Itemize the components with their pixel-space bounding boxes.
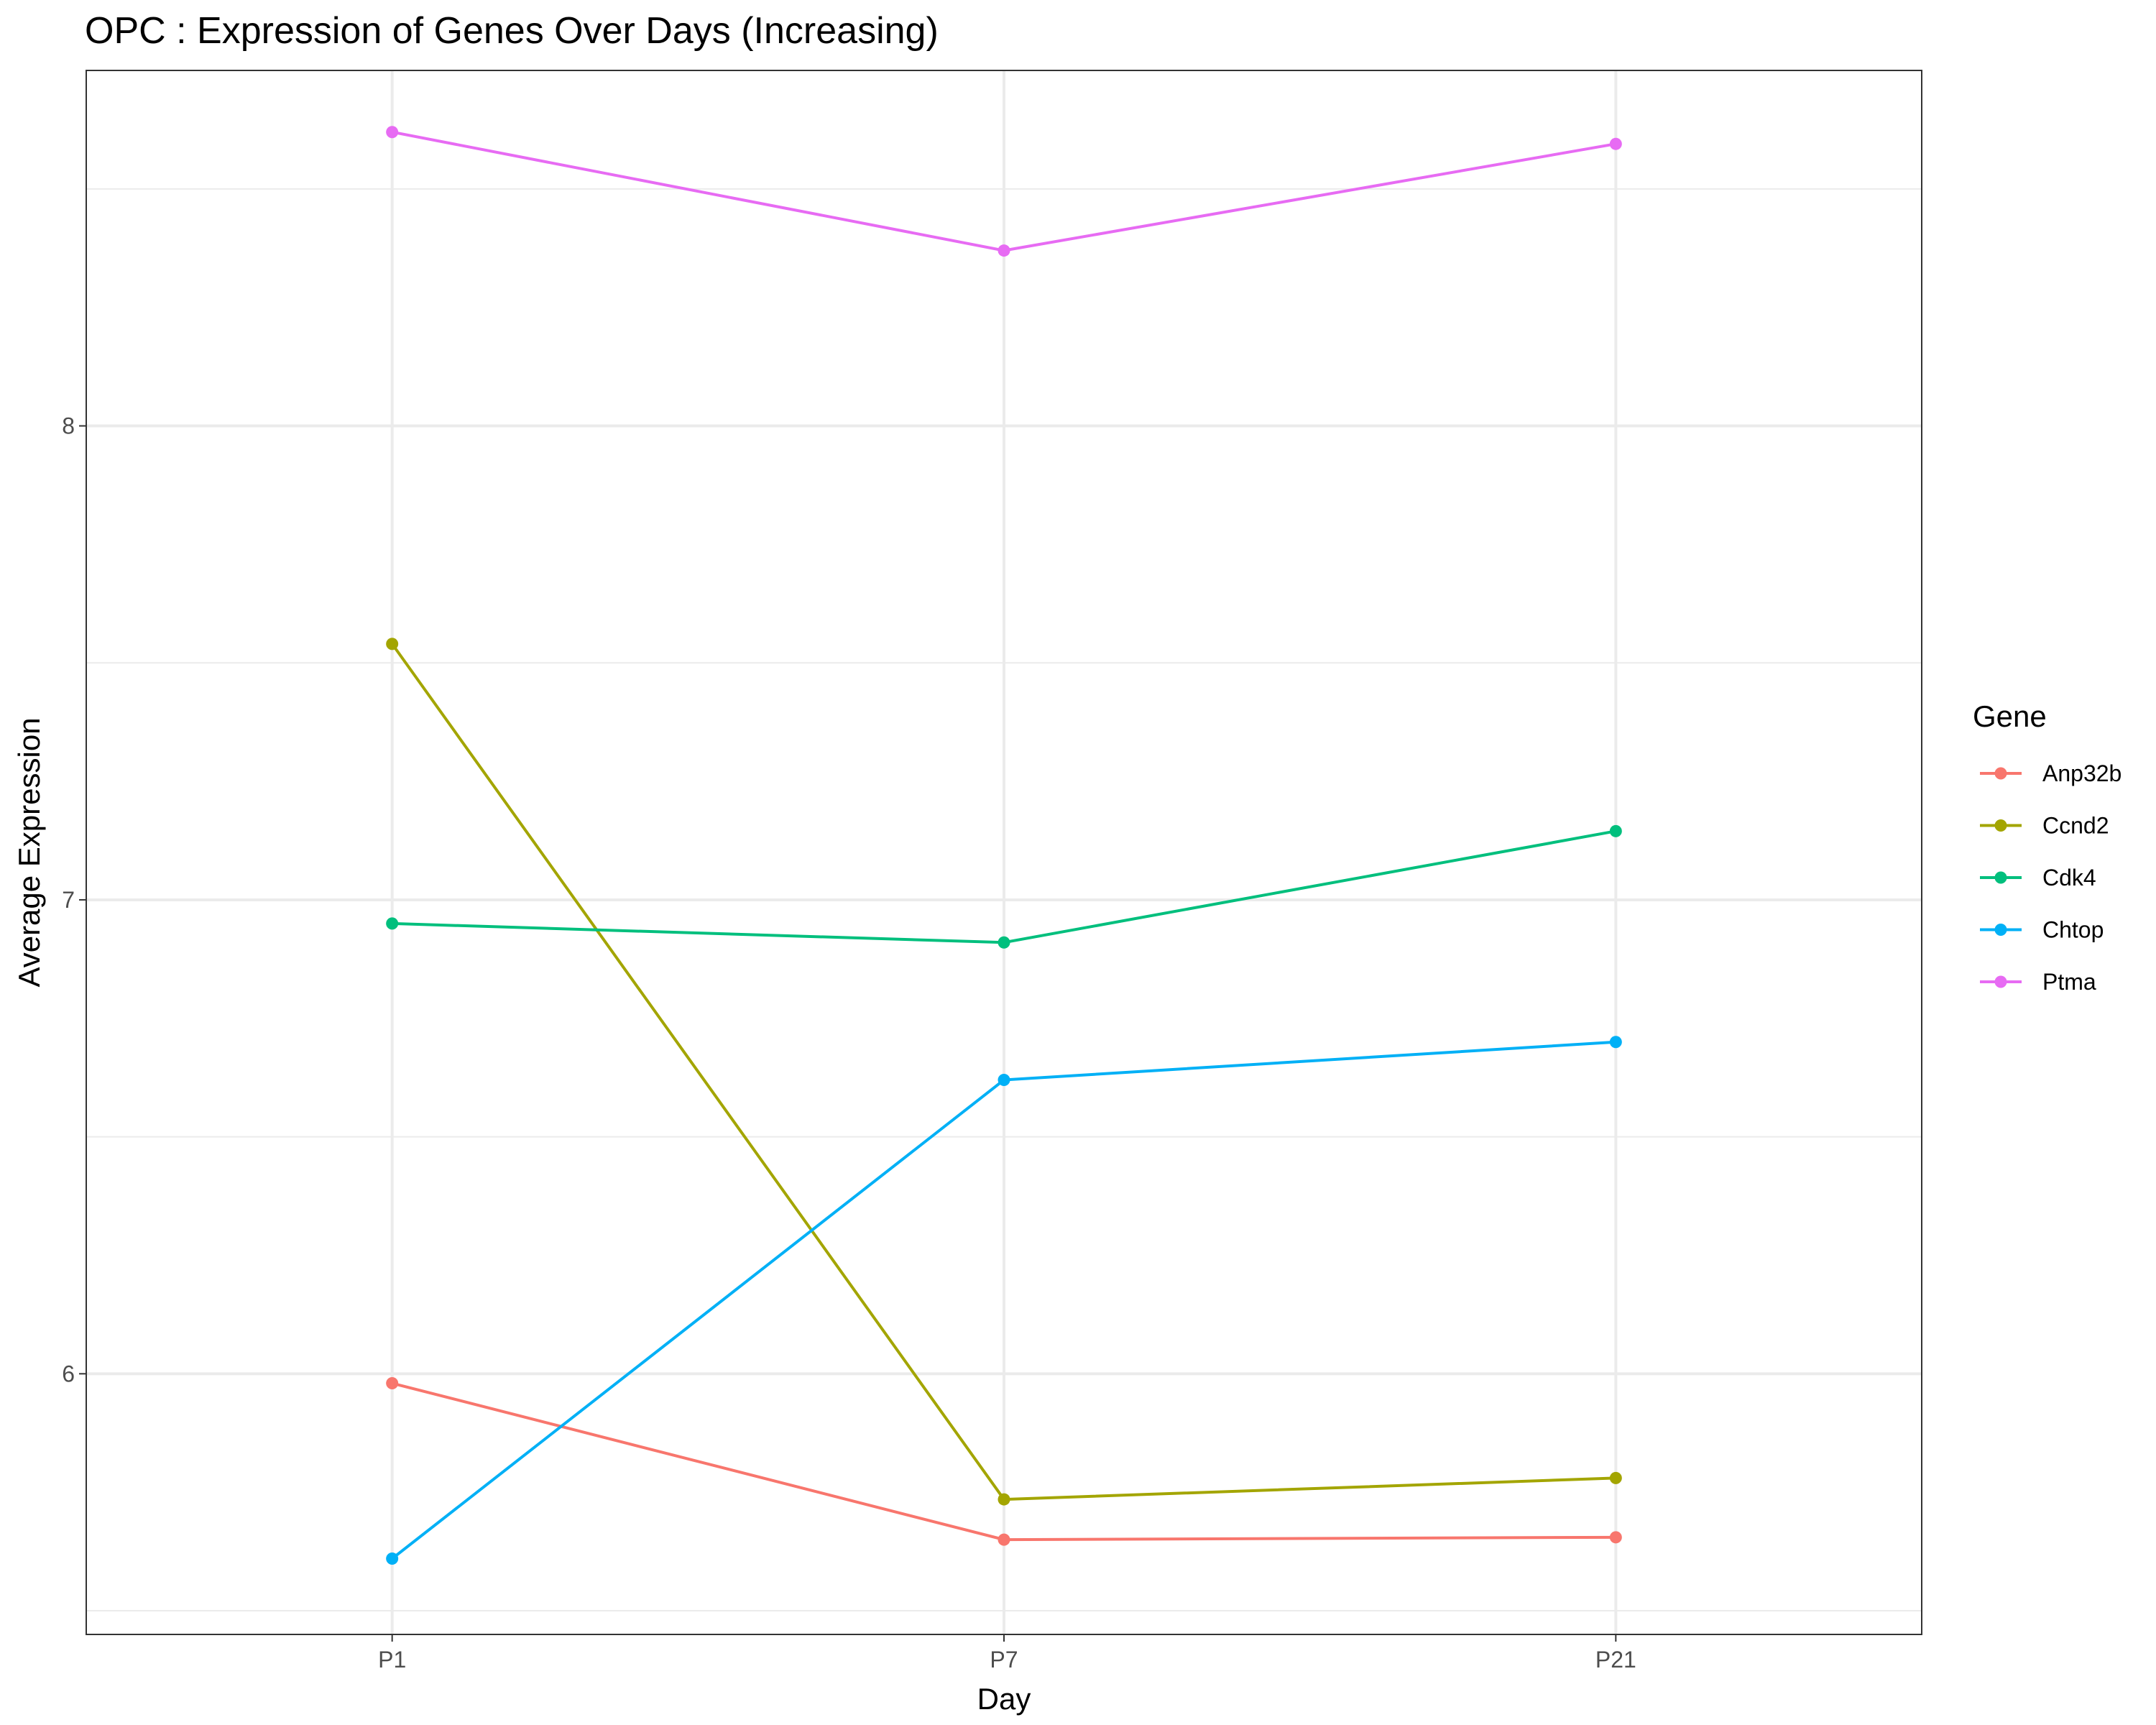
data-point xyxy=(1610,1531,1622,1543)
data-point xyxy=(386,638,398,650)
data-point xyxy=(386,917,398,929)
data-point xyxy=(1610,1036,1622,1048)
legend-item-ccnd2: Ccnd2 xyxy=(1980,813,2109,839)
x-axis-title: Day xyxy=(977,1682,1031,1716)
legend-label: Chtop xyxy=(2042,917,2104,943)
data-point xyxy=(386,126,398,138)
legend-key-point xyxy=(1995,924,2007,936)
legend-item-cdk4: Cdk4 xyxy=(1980,865,2096,891)
legend-label: Ccnd2 xyxy=(2042,813,2109,839)
y-tick-label: 7 xyxy=(62,887,75,913)
legend-key-point xyxy=(1995,819,2007,832)
y-tick-label: 8 xyxy=(62,413,75,439)
data-point xyxy=(1610,1472,1622,1484)
data-point xyxy=(386,1377,398,1389)
grid xyxy=(86,70,1922,1634)
data-point xyxy=(1610,138,1622,150)
legend-label: Ptma xyxy=(2042,969,2096,995)
data-point xyxy=(998,937,1010,949)
data-point xyxy=(386,1552,398,1565)
legend: Gene Anp32b Ccnd2 Cdk4 Chtop Ptma xyxy=(1973,699,2122,995)
x-tick-label: P7 xyxy=(990,1647,1018,1673)
legend-key-point xyxy=(1995,872,2007,884)
chart-title: OPC : Expression of Genes Over Days (Inc… xyxy=(85,10,939,52)
x-tick-label: P1 xyxy=(378,1647,406,1673)
legend-label: Cdk4 xyxy=(2042,865,2096,891)
legend-title: Gene xyxy=(1973,699,2047,733)
x-tick-label: P21 xyxy=(1595,1647,1636,1673)
legend-key-point xyxy=(1995,768,2007,780)
data-point xyxy=(998,1494,1010,1506)
legend-item-ptma: Ptma xyxy=(1980,969,2096,995)
legend-key-point xyxy=(1995,976,2007,988)
legend-label: Anp32b xyxy=(2042,760,2122,786)
data-point xyxy=(998,244,1010,257)
data-point xyxy=(998,1534,1010,1546)
y-tick-label: 6 xyxy=(62,1361,75,1386)
legend-item-chtop: Chtop xyxy=(1980,917,2104,943)
y-axis-title: Average Expression xyxy=(12,717,46,987)
data-point xyxy=(1610,825,1622,837)
legend-item-anp32b: Anp32b xyxy=(1980,760,2122,786)
data-point xyxy=(998,1074,1010,1086)
